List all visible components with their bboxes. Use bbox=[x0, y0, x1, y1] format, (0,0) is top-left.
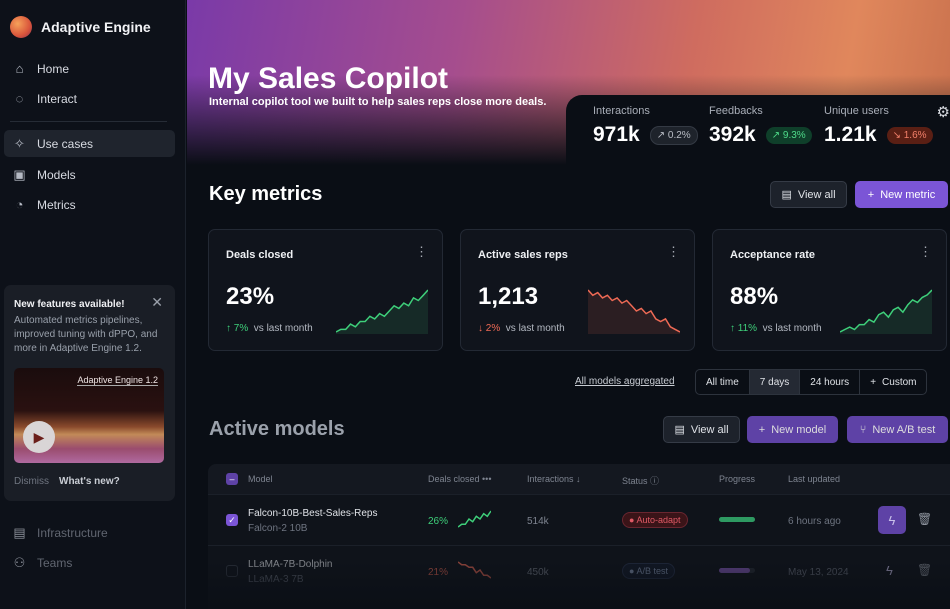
play-icon[interactable]: ▶ bbox=[23, 421, 55, 453]
view-all-metrics-button[interactable]: ▤ View all bbox=[770, 181, 847, 208]
stat-feedbacks: Feedbacks 392k ↗ 9.3% bbox=[709, 105, 812, 147]
sparkline bbox=[840, 289, 932, 334]
metric-card[interactable]: Active sales reps ⋮ 1,213 ↓ 2% vs last m… bbox=[460, 229, 695, 351]
sparkline bbox=[588, 289, 680, 334]
server-icon: ▤ bbox=[13, 524, 26, 540]
sparkline-line bbox=[336, 289, 428, 333]
arrow-down-icon: ↓ bbox=[478, 323, 483, 334]
progress-fill bbox=[719, 517, 755, 522]
range-all-time[interactable]: All time bbox=[696, 370, 750, 394]
chat-icon: ◌ bbox=[15, 91, 24, 106]
sparkline-area bbox=[336, 290, 428, 334]
sparkline-line bbox=[457, 561, 492, 579]
chip-icon: ▣ bbox=[13, 166, 26, 182]
split-icon: ⑂ bbox=[859, 423, 867, 436]
sidebar-item-infrastructure[interactable]: ▤ Infrastructure bbox=[13, 524, 108, 540]
sidebar-item-use-cases[interactable]: ✧ Use cases bbox=[4, 130, 175, 157]
promo-card: ✕ New features available! Automated metr… bbox=[4, 285, 175, 501]
sidebar-item-metrics[interactable]: ◔ Metrics bbox=[4, 191, 175, 218]
change-badge: ↗ 0.2% bbox=[649, 125, 698, 145]
plus-icon: + bbox=[870, 376, 877, 388]
stat-unique-users: Unique users 1.21k ↘ 1.6% bbox=[824, 105, 933, 147]
plus-icon: + bbox=[758, 423, 766, 436]
brand[interactable]: Adaptive Engine bbox=[10, 16, 151, 38]
progress-bar bbox=[719, 568, 755, 573]
change-badge: ↘ 1.6% bbox=[886, 126, 933, 144]
time-range-selector: All time 7 days 24 hours + Custom bbox=[695, 369, 928, 395]
arrow-up-icon: ↑ bbox=[730, 323, 735, 334]
models-table: – Model Deals closed ••• Interactions ↓ … bbox=[208, 464, 950, 609]
sparkline bbox=[336, 289, 428, 334]
sidebar-item-models[interactable]: ▣ Models bbox=[13, 166, 76, 182]
table-row[interactable]: LLaMA-7B-Dolphin LLaMA-3 7B 21% 450k ● A… bbox=[208, 545, 950, 596]
metric-card[interactable]: Deals closed ⋮ 23% ↑ 7% vs last month bbox=[208, 229, 443, 351]
video-title: Adaptive Engine 1.2 bbox=[77, 375, 158, 386]
sparkline-area bbox=[840, 290, 932, 334]
promo-video[interactable]: Adaptive Engine 1.2 ▶ bbox=[14, 368, 164, 463]
stats-panel: Interactions 971k ↗ 0.2% Feedbacks 392k ↗ 9.… bbox=[566, 95, 950, 165]
more-icon[interactable]: ⋮ bbox=[667, 244, 680, 259]
sidebar-item-home[interactable]: ⌂ Home bbox=[4, 55, 175, 82]
arrow-up-icon: ↑ bbox=[226, 323, 231, 334]
status-badge: ● A/B test bbox=[622, 563, 675, 579]
sidebar-item-interact[interactable]: ◌ Interact bbox=[4, 85, 175, 112]
promo-body: Automated metrics pipelines, improved tu… bbox=[14, 315, 158, 354]
more-icon[interactable]: ⋮ bbox=[919, 244, 932, 259]
lightning-icon[interactable]: ϟ bbox=[878, 506, 906, 534]
trash-icon[interactable]: 🗑 bbox=[917, 563, 933, 577]
col-interactions[interactable]: Interactions ↓ bbox=[527, 474, 581, 484]
sparkline-area bbox=[588, 290, 680, 334]
sparkline-line bbox=[840, 289, 932, 333]
lightning-icon[interactable]: ϟ bbox=[886, 563, 893, 578]
status-badge: ● Auto-adapt bbox=[622, 512, 688, 528]
row-checkbox[interactable] bbox=[226, 565, 238, 577]
table-icon: ▤ bbox=[674, 424, 685, 436]
sidebar-item-teams[interactable]: ⚇ Teams bbox=[13, 554, 73, 570]
gear-icon[interactable]: ⚙ bbox=[936, 104, 950, 121]
sparkline bbox=[457, 561, 492, 579]
change-badge: ↗ 9.3% bbox=[765, 126, 812, 144]
row-checkbox[interactable]: ✓ bbox=[226, 514, 238, 526]
select-all-checkbox[interactable]: – bbox=[226, 473, 238, 485]
close-icon[interactable]: ✕ bbox=[151, 294, 163, 310]
table-row[interactable]: ✓ Falcon-10B-Best-Sales-Reps Falcon-2 10… bbox=[208, 494, 950, 545]
table-icon: ▤ bbox=[781, 189, 792, 201]
new-model-button[interactable]: + New model bbox=[747, 416, 838, 443]
sparkline-line bbox=[588, 289, 680, 333]
new-ab-test-button[interactable]: ⑂ New A/B test bbox=[847, 416, 948, 443]
key-metrics-title: Key metrics bbox=[209, 183, 323, 205]
active-models-title: Active models bbox=[209, 418, 345, 440]
metric-card[interactable]: Acceptance rate ⋮ 88% ↑ 11% vs last mont… bbox=[712, 229, 947, 351]
view-all-models-button[interactable]: ▤ View all bbox=[663, 416, 740, 443]
logo-icon bbox=[10, 16, 32, 38]
new-metric-button[interactable]: + New metric bbox=[855, 181, 948, 208]
promo-title: New features available! bbox=[14, 299, 125, 310]
col-deals-closed[interactable]: Deals closed ••• bbox=[428, 474, 492, 484]
divider bbox=[10, 121, 167, 122]
sparkle-icon: ✧ bbox=[14, 135, 25, 151]
sparkline-line bbox=[457, 510, 492, 528]
page-subtitle: Internal copilot tool we built to help s… bbox=[209, 96, 547, 108]
stat-interactions: Interactions 971k ↗ 0.2% bbox=[593, 105, 698, 147]
progress-fill bbox=[719, 568, 750, 573]
page-title: My Sales Copilot bbox=[208, 62, 449, 95]
dismiss-link[interactable]: Dismiss bbox=[14, 476, 49, 487]
table-header: – Model Deals closed ••• Interactions ↓ … bbox=[208, 464, 950, 494]
users-icon: ⚇ bbox=[13, 554, 26, 570]
trash-icon[interactable]: 🗑 bbox=[917, 512, 933, 526]
whats-new-link[interactable]: What's new? bbox=[59, 476, 120, 487]
plus-icon: + bbox=[867, 188, 875, 201]
range-custom[interactable]: + Custom bbox=[870, 376, 917, 388]
sparkline bbox=[457, 510, 492, 528]
more-icon[interactable]: ⋮ bbox=[415, 244, 428, 259]
col-status[interactable]: Status ⓘ bbox=[622, 476, 660, 486]
range-7-days[interactable]: 7 days bbox=[749, 370, 801, 394]
sidebar: Adaptive Engine ⌂ Home ◌ Interact ✧ Use cas… bbox=[0, 0, 186, 609]
progress-bar bbox=[719, 517, 755, 522]
range-24-hours[interactable]: 24 hours bbox=[800, 370, 861, 394]
gauge-icon: ◔ bbox=[15, 197, 24, 212]
home-icon: ⌂ bbox=[15, 61, 24, 76]
all-models-aggregated-link[interactable]: All models aggregated bbox=[575, 376, 675, 387]
